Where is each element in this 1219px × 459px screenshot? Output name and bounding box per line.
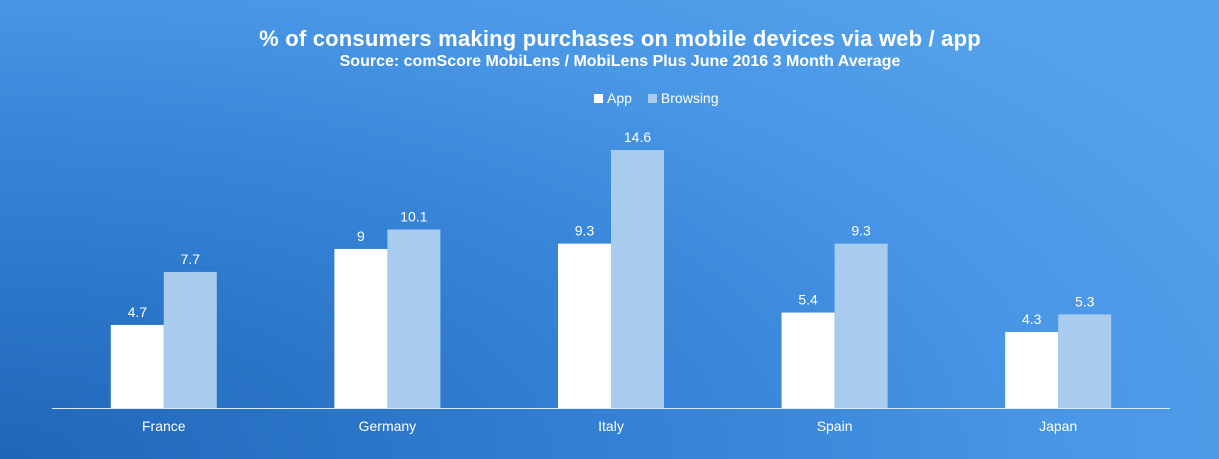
legend-swatch-browsing xyxy=(647,93,657,103)
legend-item-app: App xyxy=(594,90,632,106)
bar-app-germany xyxy=(334,248,388,408)
legend-label-app: App xyxy=(607,90,632,106)
x-tick-label-japan: Japan xyxy=(1039,418,1077,434)
bar-browsing-france xyxy=(163,271,217,408)
bar-app-japan xyxy=(1005,332,1059,408)
bar-browsing-italy xyxy=(611,150,664,408)
chart-title: % of consumers making purchases on mobil… xyxy=(259,26,981,51)
legend-swatch-app xyxy=(594,93,603,103)
data-label-browsing-japan: 5.3 xyxy=(1075,293,1095,309)
x-tick-label-italy: Italy xyxy=(598,418,624,434)
bar-browsing-japan xyxy=(1058,314,1112,408)
data-label-browsing-spain: 9.3 xyxy=(851,223,871,239)
data-label-app-spain: 5.4 xyxy=(798,292,818,308)
bar-app-france xyxy=(110,324,164,408)
bar-browsing-germany xyxy=(387,229,441,408)
x-tick-label-france: France xyxy=(142,418,186,434)
bar-browsing-spain xyxy=(834,243,888,408)
data-label-browsing-france: 7.7 xyxy=(181,251,201,267)
data-label-browsing-italy: 14.6 xyxy=(624,129,651,145)
legend: App Browsing xyxy=(594,90,719,106)
legend-label-browsing: Browsing xyxy=(660,90,719,106)
data-label-app-japan: 4.3 xyxy=(1022,311,1042,327)
data-label-app-germany: 9 xyxy=(357,228,365,244)
bar-app-spain xyxy=(781,312,835,408)
legend-item-browsing: Browsing xyxy=(647,90,719,106)
data-label-browsing-germany: 10.1 xyxy=(400,209,427,225)
chart-subtitle: Source: comScore MobiLens / MobiLens Plu… xyxy=(339,53,901,70)
x-tick-label-germany: Germany xyxy=(359,418,417,434)
bar-app-italy xyxy=(558,243,611,408)
data-label-app-italy: 9.3 xyxy=(575,223,595,239)
data-label-app-france: 4.7 xyxy=(128,304,148,320)
x-tick-label-spain: Spain xyxy=(817,418,853,434)
